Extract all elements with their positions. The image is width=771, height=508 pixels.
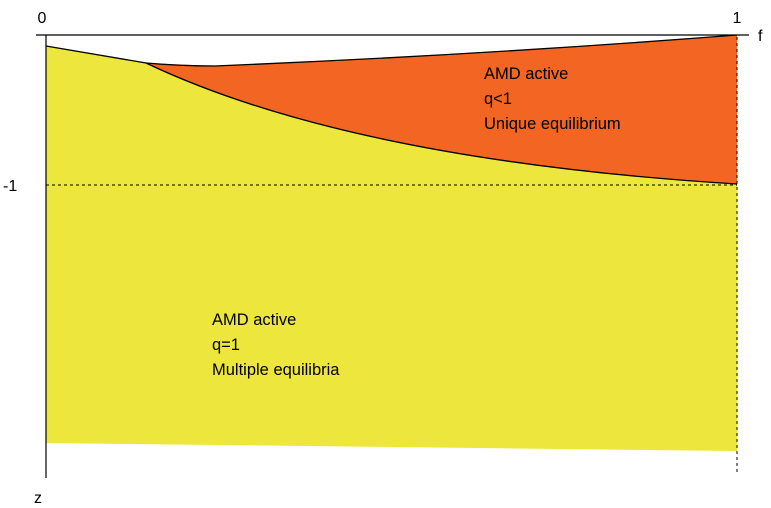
upper-region-line-3: Unique equilibrium (484, 115, 621, 133)
unique-equilibrium-annotation: AMD active q<1 Unique equilibrium (484, 65, 621, 133)
region-unique-equilibrium (146, 35, 737, 184)
upper-boundary-curve (45, 45, 738, 185)
lower-region-line-1: AMD active (212, 311, 296, 329)
f-axis-label: f (758, 28, 763, 45)
z-axis-tick-minus-one: -1 (3, 178, 17, 195)
orange-top-boundary-curve (145, 34, 738, 67)
region-multiple-equilibria (46, 46, 737, 451)
lower-region-line-3: Multiple equilibria (212, 361, 340, 379)
lower-region-line-2: q=1 (212, 336, 240, 354)
upper-region-line-2: q<1 (484, 90, 512, 108)
f-axis-tick-0: 0 (38, 10, 47, 27)
upper-region-line-1: AMD active (484, 65, 568, 83)
z-axis-label: z (34, 490, 42, 507)
f-axis-tick-1: 1 (733, 10, 742, 27)
multiple-equilibria-annotation: AMD active q=1 Multiple equilibria (212, 311, 340, 379)
